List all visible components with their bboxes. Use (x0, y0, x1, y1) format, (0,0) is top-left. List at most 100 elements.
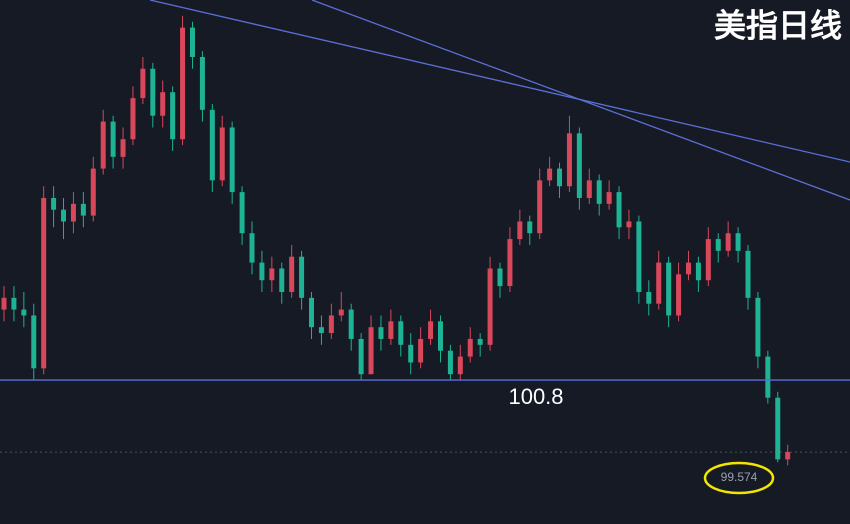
candle-body (229, 127, 235, 193)
candle-body (636, 221, 642, 292)
candle (21, 291, 27, 328)
candle (497, 262, 503, 298)
candle-body (547, 168, 553, 181)
candle (318, 315, 324, 345)
candle-body (61, 209, 67, 222)
candle (338, 291, 344, 322)
candle (1, 286, 7, 322)
candle (299, 250, 305, 310)
candle-body (457, 356, 463, 375)
candle (239, 186, 245, 245)
candle (180, 15, 186, 146)
candle-body (150, 68, 156, 116)
candle (51, 186, 57, 228)
candle (358, 333, 364, 381)
candle (31, 303, 37, 381)
candle (775, 391, 781, 463)
candle (428, 309, 434, 345)
candle-body (11, 297, 17, 310)
candle-body (21, 309, 27, 316)
candle (219, 115, 225, 187)
chart-title: 美指日线 (714, 7, 842, 45)
candle-body (745, 250, 751, 298)
candle-body (289, 256, 295, 292)
candle (279, 262, 285, 304)
candle-body (170, 92, 176, 140)
candle-body (487, 268, 493, 345)
candle-body (507, 239, 513, 287)
candle-body (408, 344, 414, 363)
candle-body (676, 274, 682, 316)
candle (735, 227, 741, 263)
candle (467, 327, 473, 363)
candle-body (705, 239, 711, 281)
candle-body (695, 262, 701, 281)
last-price-label: 99.574 (721, 470, 758, 484)
candle-body (537, 180, 543, 234)
candle-body (209, 109, 215, 181)
candle-body (1, 297, 7, 310)
candle (289, 244, 295, 298)
candle-body (259, 262, 265, 281)
candle-body (338, 309, 344, 316)
candle-body (785, 452, 791, 460)
candle (527, 215, 533, 245)
candle (170, 86, 176, 151)
candle-body (576, 133, 582, 198)
candle (725, 221, 731, 257)
candle (487, 256, 493, 351)
candle (557, 162, 563, 198)
candle-body (80, 203, 86, 216)
candle-body (70, 203, 76, 222)
candle (418, 327, 424, 369)
candle (41, 186, 47, 375)
candle (636, 215, 642, 304)
candle (408, 333, 414, 375)
candle-body (51, 197, 57, 210)
candle (447, 344, 453, 381)
candle (80, 192, 86, 228)
candle (457, 344, 463, 381)
candle-body (437, 321, 443, 351)
candle-body (666, 262, 672, 316)
candle-body (90, 168, 96, 216)
highlight-ellipse (703, 461, 775, 495)
candle (586, 168, 592, 204)
candle (566, 115, 572, 193)
candle (537, 168, 543, 240)
candle (160, 80, 166, 128)
candle-body (616, 192, 622, 228)
candle-body (239, 192, 245, 234)
candle (368, 315, 374, 375)
candle (616, 186, 622, 240)
candle (11, 286, 17, 322)
candle-body (557, 168, 563, 187)
candle (110, 115, 116, 169)
candle (517, 209, 523, 245)
candle (576, 127, 582, 210)
candle (269, 256, 275, 292)
candle-body (318, 327, 324, 334)
candle (695, 256, 701, 292)
candle (676, 262, 682, 322)
candle (259, 250, 265, 292)
candle (309, 291, 315, 339)
candle-body (566, 133, 572, 187)
candle (199, 51, 205, 122)
candle-body (715, 239, 721, 251)
candle (348, 303, 354, 351)
candle (61, 197, 67, 240)
candle (666, 256, 672, 328)
candle-body (130, 98, 136, 140)
candle-body (189, 27, 195, 57)
candle (765, 350, 771, 404)
candle (130, 86, 136, 146)
candle-body (140, 68, 146, 99)
candle (189, 21, 195, 69)
candle (507, 227, 513, 292)
candle (596, 174, 602, 216)
candle-body (378, 327, 384, 339)
candle-body (328, 315, 334, 334)
candle-body (646, 291, 652, 304)
